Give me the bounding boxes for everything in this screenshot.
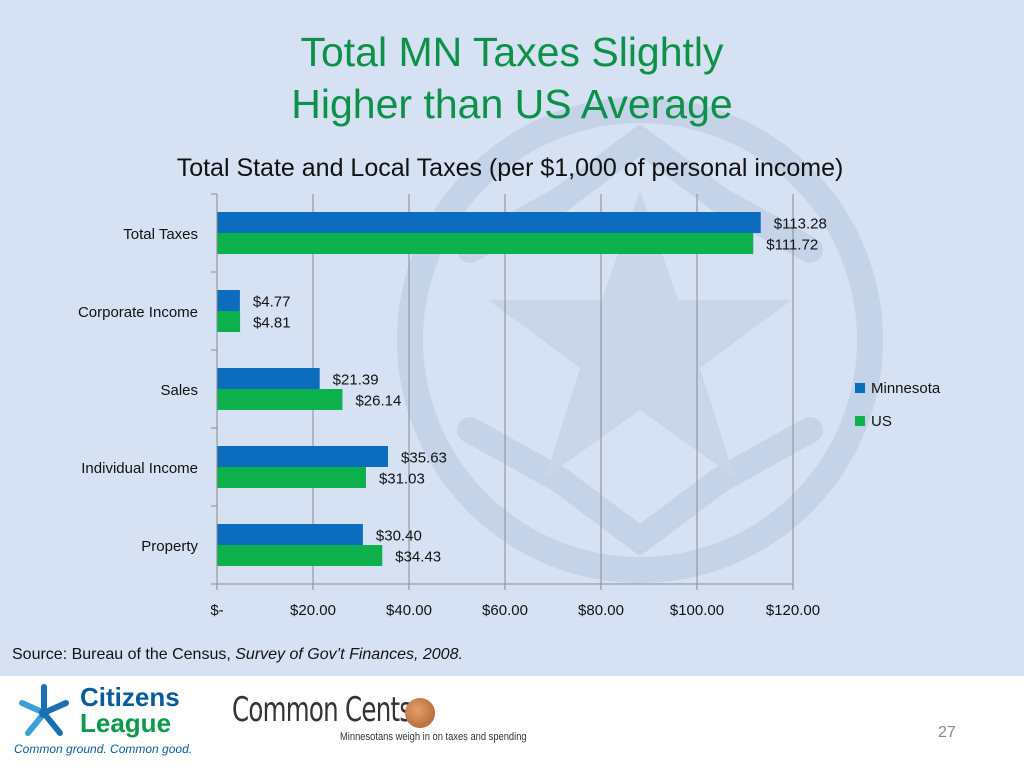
legend-label: Minnesota [871,380,941,397]
slide-background: Total MN Taxes Slightly Higher than US A… [0,0,1024,676]
bar-minnesota [217,446,389,467]
category-label: Sales [160,382,198,399]
bar-minnesota [217,368,320,389]
slide-title-line1: Total MN Taxes Slightly [300,29,724,75]
data-label: $4.77 [253,294,291,311]
bar-minnesota [217,290,240,311]
data-label: $26.14 [355,393,401,410]
x-tick-label: $80.00 [578,602,624,619]
x-tick-label: $20.00 [290,602,336,619]
data-label: $4.81 [253,315,291,332]
legend-label: US [871,413,892,430]
citizens-league-name-line2: League [80,708,172,738]
x-tick-label: $100.00 [670,602,724,619]
category-label: Corporate Income [78,304,198,321]
footer [0,676,1024,768]
data-label: $31.03 [379,471,425,488]
citizens-league-logo-icon [19,684,69,736]
data-label: $35.63 [401,450,447,467]
category-label: Individual Income [81,460,198,477]
data-label: $113.28 [774,216,827,233]
citizens-league-name-line1: Citizens [80,682,180,712]
common-cents-tagline: Minnesotans weigh in on taxes and spendi… [340,731,527,743]
source-prefix: Source: Bureau of the Census, [12,646,236,663]
category-label: Property [141,538,198,555]
bar-us [217,545,383,566]
data-label: $21.39 [333,372,379,389]
bar-minnesota [217,212,761,233]
source-italic: Survey of Gov’t Finances, 2008. [235,646,463,663]
slide-title-line2: Higher than US Average [291,81,733,127]
penny-icon [405,698,435,728]
chart-legend: Minnesota US [855,380,941,430]
data-label: $111.72 [766,237,818,254]
x-tick-label: $- [210,602,223,619]
source-citation: Source: Bureau of the Census, Survey of … [12,646,463,664]
bar-chart: Total State and Local Taxes (per $1,000 … [78,154,941,619]
category-label: Total Taxes [123,226,198,243]
bar-us [217,233,754,254]
data-label: $34.43 [395,549,441,566]
page-number: 27 [938,724,956,741]
bar-us [217,311,241,332]
bar-us [217,467,366,488]
legend-swatch [855,416,865,426]
x-tick-label: $120.00 [766,602,820,619]
citizens-league-tagline: Common ground. Common good. [14,742,193,756]
chart-title: Total State and Local Taxes (per $1,000 … [177,154,844,182]
bar-minnesota [217,524,363,545]
x-tick-label: $60.00 [482,602,528,619]
legend-swatch [855,383,865,393]
slide-title: Total MN Taxes Slightly Higher than US A… [0,26,1024,130]
x-tick-label: $40.00 [386,602,432,619]
data-label: $30.40 [376,528,422,545]
bar-us [217,389,343,410]
common-cents-logo: Common Cents [232,690,412,730]
